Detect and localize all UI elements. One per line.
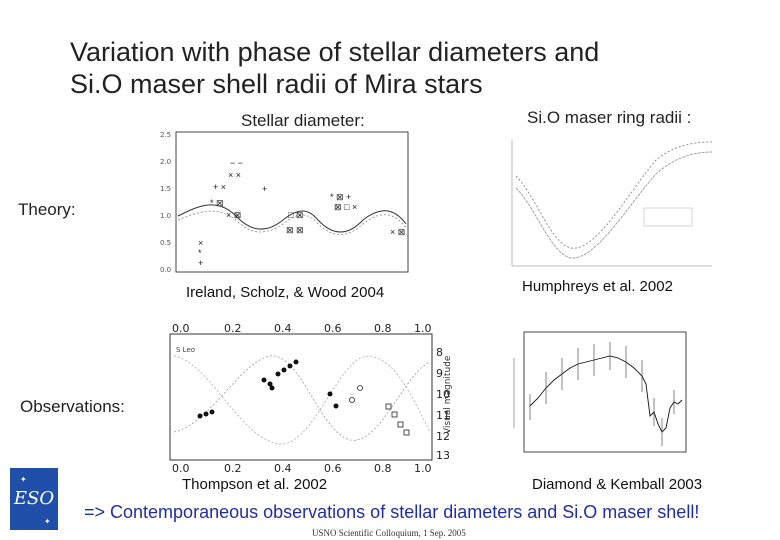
svg-text:+: + <box>262 184 267 194</box>
right-tick: 9 <box>436 367 443 380</box>
x-tick: 0.4 <box>274 462 292 472</box>
svg-text:* ⊠: * ⊠ <box>210 198 224 208</box>
slide-title: Variation with phase of stellar diameter… <box>70 37 600 99</box>
svg-text:− −: − − <box>230 158 243 168</box>
theory-label: Theory: <box>18 200 76 219</box>
svg-text:×: × <box>198 238 203 248</box>
x-tick: 0.0 <box>172 322 190 335</box>
caption-thompson: Thompson et al. 2002 <box>182 476 328 493</box>
star-icon: ✦ <box>20 475 27 484</box>
x-tick: 0.6 <box>324 462 342 472</box>
svg-text:+: + <box>198 258 203 268</box>
caption-diamond: Diamond & Kemball 2003 <box>532 476 703 493</box>
stellar-diameter-label: Stellar diameter: <box>241 111 365 130</box>
x-tick: 0.0 <box>172 462 190 472</box>
svg-text:□ ⊠: □ ⊠ <box>288 210 303 220</box>
x-tick: 0.2 <box>224 462 242 472</box>
ring-curve-1 <box>515 141 713 249</box>
conclusion-text: => Contemporaneous observations of stell… <box>84 502 700 522</box>
right-axis-label: Visual magnitude <box>443 355 453 434</box>
legend-box <box>643 207 693 227</box>
right-tick: 12 <box>436 430 450 443</box>
thompson-plot: 0.0 0.2 0.4 0.6 0.8 1.0 0.0 0.2 0.4 0.6 … <box>160 322 455 472</box>
diameter-curve <box>173 355 431 445</box>
sio-ring-label: Si.O maser ring radii : <box>527 108 692 127</box>
ring-radius-series <box>529 355 683 433</box>
observation-points <box>197 359 339 419</box>
caption-ireland: Ireland, Scholz, & Wood 2004 <box>186 284 385 301</box>
x-tick: 0.2 <box>224 322 242 335</box>
svg-text:× ⊠: × ⊠ <box>390 227 405 237</box>
y-tick: 0.5 <box>160 239 171 247</box>
x-tick: 1.0 <box>414 322 432 335</box>
theory-diameter-plot: 2.5 2.0 1.5 1.0 0.5 0.0 + × * ⊠ − − × × … <box>158 128 413 278</box>
svg-text:* ⊠ +: * ⊠ + <box>330 192 351 202</box>
plot-frame <box>175 131 409 273</box>
right-tick: 8 <box>436 346 443 359</box>
svg-text:+ ×: + × <box>213 182 226 192</box>
logo-text: ESO <box>13 488 54 509</box>
ring-curve-2 <box>515 151 713 259</box>
x-tick: 0.8 <box>374 462 392 472</box>
error-bars <box>529 342 675 446</box>
y-tick: 2.5 <box>160 131 171 139</box>
x-tick: 0.8 <box>374 322 392 335</box>
star-icon: ✦ <box>44 517 51 526</box>
x-tick: 0.6 <box>324 322 342 335</box>
right-tick: 11 <box>436 409 450 422</box>
y-tick: 0.0 <box>160 266 171 274</box>
svg-text:× ⊠: × ⊠ <box>226 210 241 220</box>
x-tick: 0.4 <box>274 322 292 335</box>
footer-text: USNO Scientific Colloquium, 1 Sep. 2005 <box>312 528 466 538</box>
x-tick: 1.0 <box>414 462 432 472</box>
y-tick: 1.0 <box>160 212 171 220</box>
caption-humphreys: Humphreys et al. 2002 <box>522 278 673 295</box>
light-curve <box>173 355 431 441</box>
legend-text: S Leo <box>176 346 195 354</box>
model-curve <box>177 204 407 233</box>
model-curve-dashed <box>177 210 407 235</box>
diamond-plot <box>510 328 690 460</box>
right-tick: 10 <box>436 388 450 401</box>
svg-text:*: * <box>198 248 202 258</box>
right-tick: 13 <box>436 449 450 462</box>
svg-text:× ×: × × <box>228 170 241 180</box>
plot-frame <box>523 331 687 453</box>
svg-text:⊠ □ ×: ⊠ □ × <box>334 202 357 212</box>
sio-ring-theory-plot <box>506 136 718 272</box>
plot-frame <box>169 333 433 461</box>
svg-text:⊠ ⊠: ⊠ ⊠ <box>286 225 304 235</box>
observations-label: Observations: <box>20 397 125 416</box>
eso-logo: ESO ✦ ✦ <box>10 468 58 530</box>
y-tick: 2.0 <box>160 158 171 166</box>
y-tick: 1.5 <box>160 185 171 193</box>
